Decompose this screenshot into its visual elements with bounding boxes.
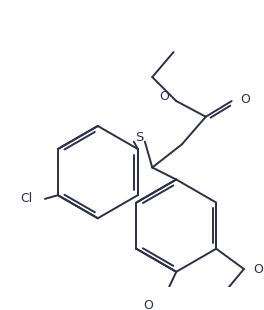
Text: O: O (240, 93, 250, 106)
Text: Cl: Cl (20, 193, 32, 206)
Text: O: O (143, 299, 153, 310)
Text: O: O (253, 263, 263, 276)
Text: O: O (159, 90, 169, 103)
Text: S: S (135, 131, 144, 144)
